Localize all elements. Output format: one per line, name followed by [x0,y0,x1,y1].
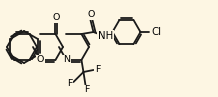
Text: NH: NH [98,31,113,41]
Text: F: F [84,85,89,94]
Text: O: O [37,55,44,65]
Text: N: N [63,55,70,65]
Text: F: F [95,65,100,74]
Text: O: O [53,13,60,22]
Text: F: F [67,79,72,88]
Text: O: O [88,10,95,19]
Text: Cl: Cl [152,27,162,37]
